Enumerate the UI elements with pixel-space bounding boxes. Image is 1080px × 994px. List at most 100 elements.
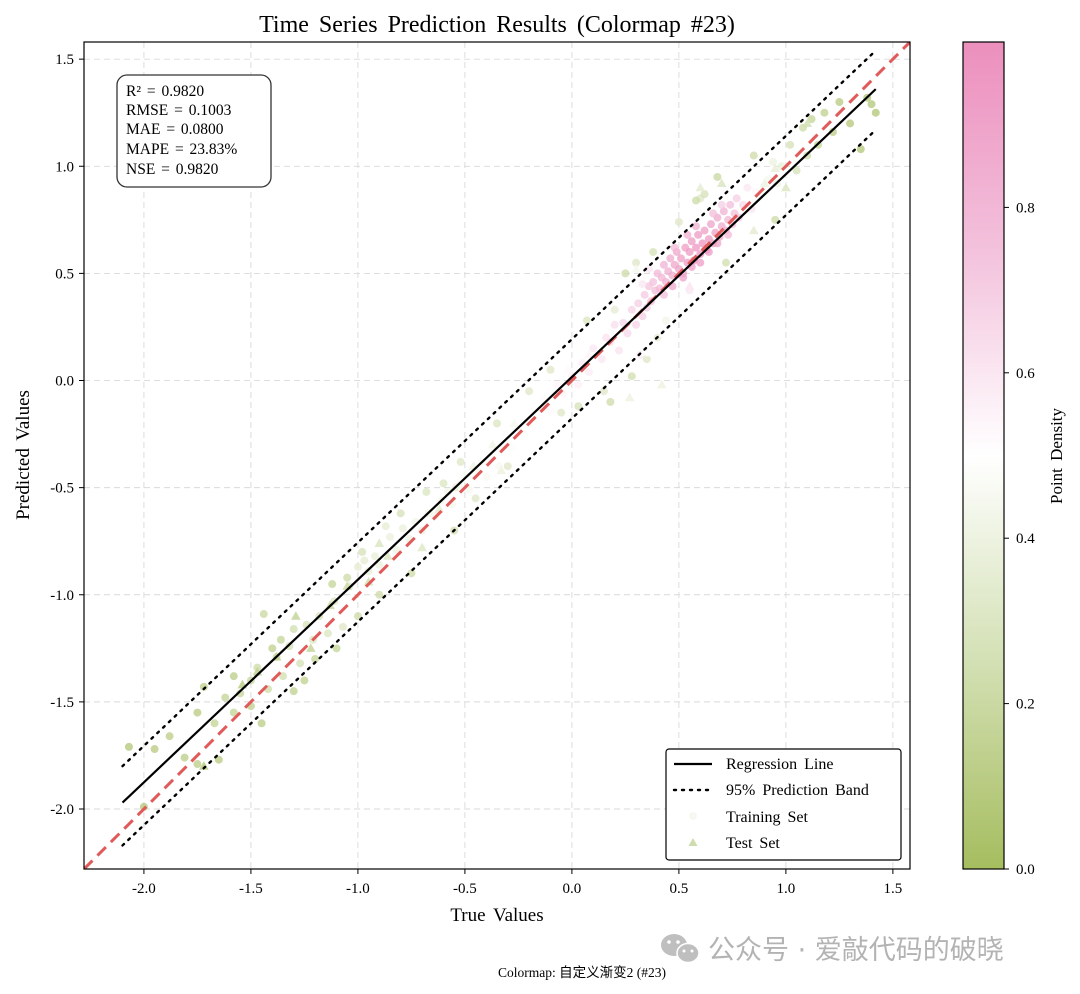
training-point	[706, 220, 715, 229]
training-point	[700, 190, 709, 199]
training-point	[338, 622, 347, 631]
training-point	[353, 612, 362, 621]
training-point	[552, 380, 561, 389]
training-point	[493, 419, 501, 428]
training-point	[649, 277, 658, 286]
training-point	[501, 430, 510, 439]
training-point	[619, 318, 628, 327]
test-point	[624, 392, 635, 402]
training-point	[677, 254, 686, 263]
training-point	[632, 320, 641, 329]
training-point	[623, 329, 632, 338]
colorbar: 0.0 0.2 0.4 0.6 0.8 Point Density	[962, 41, 1066, 878]
training-point	[642, 303, 651, 312]
training-point	[210, 719, 219, 728]
training-point	[259, 610, 268, 619]
colorbar-tick-label: 0.8	[1016, 200, 1035, 216]
y-tick-label: 1.0	[55, 159, 74, 175]
colorbar-ticks: 0.0 0.2 0.4 0.6 0.8	[1004, 200, 1035, 878]
training-point	[724, 230, 733, 239]
training-point	[743, 183, 752, 192]
training-point	[670, 243, 679, 252]
legend-test-swatch	[688, 838, 698, 846]
training-point	[835, 97, 844, 106]
scatter-points	[124, 93, 880, 811]
training-point	[236, 689, 245, 698]
training-point	[585, 367, 594, 376]
test-point	[306, 643, 316, 652]
test-point	[695, 182, 706, 192]
training-point	[221, 693, 230, 702]
training-point	[685, 247, 694, 256]
watermark: 公众号 · 爱敲代码的破晓	[661, 934, 1004, 966]
training-point	[771, 215, 780, 224]
training-point	[289, 687, 298, 696]
x-tick-label: 1.0	[777, 881, 796, 897]
lower-prediction-band	[121, 128, 877, 847]
training-point	[574, 380, 583, 389]
training-point	[343, 573, 352, 582]
training-point	[698, 239, 707, 248]
y-tick-label: -1.5	[50, 695, 74, 711]
test-point	[759, 178, 770, 188]
test-point	[656, 379, 667, 389]
training-point	[276, 635, 285, 644]
training-point	[386, 532, 395, 541]
training-point	[503, 462, 512, 471]
training-point	[593, 397, 602, 406]
colorbar-title: Point Density	[1047, 407, 1066, 504]
wechat-icon	[661, 934, 700, 964]
training-point	[644, 265, 653, 274]
training-point	[353, 562, 362, 571]
metric-mae: MAE = 0.0800	[126, 121, 224, 138]
training-point	[621, 269, 630, 278]
x-tick-label: 0.5	[670, 881, 689, 897]
legend-test-label: Test Set	[726, 835, 780, 852]
training-point	[268, 644, 277, 653]
training-point	[666, 254, 675, 263]
upper-prediction-band	[121, 49, 877, 768]
training-point	[696, 258, 705, 267]
training-point	[229, 672, 238, 681]
training-point	[289, 625, 298, 634]
training-point	[632, 258, 641, 267]
training-point	[520, 430, 529, 439]
training-point	[285, 642, 294, 651]
training-point	[786, 140, 795, 149]
training-point	[407, 569, 416, 578]
training-point	[582, 316, 591, 325]
training-point	[659, 260, 668, 269]
test-point	[802, 118, 813, 128]
training-point	[713, 172, 722, 181]
test-point	[487, 439, 498, 449]
legend-frame	[665, 748, 902, 861]
training-point	[557, 408, 566, 417]
test-point	[434, 504, 445, 513]
training-point	[507, 442, 516, 451]
metric-r2: R² = 0.9820	[126, 83, 204, 100]
test-point	[584, 349, 594, 359]
training-point	[599, 387, 608, 396]
training-point	[668, 271, 677, 280]
training-point	[649, 247, 658, 256]
legend-band-label: 95% Prediction Band	[726, 782, 869, 799]
x-tick-label: -2.0	[132, 881, 156, 897]
y-tick-label: 1.5	[55, 52, 74, 68]
training-point	[828, 127, 837, 136]
test-point	[199, 761, 209, 770]
training-point	[694, 230, 703, 239]
training-point	[692, 196, 701, 205]
training-point	[546, 365, 555, 374]
colorbar-gradient	[962, 41, 1005, 870]
training-point	[820, 108, 829, 117]
training-point	[614, 346, 623, 355]
chart-title: Time Series Prediction Results (Colormap…	[259, 12, 735, 38]
training-point	[311, 655, 320, 664]
training-point	[193, 760, 202, 769]
training-point	[642, 355, 651, 364]
training-point	[150, 745, 159, 754]
training-point	[807, 115, 816, 124]
training-point	[398, 524, 407, 533]
training-point	[574, 402, 583, 411]
watermark-text: 公众号 · 爱敲代码的破晓	[708, 935, 1004, 966]
